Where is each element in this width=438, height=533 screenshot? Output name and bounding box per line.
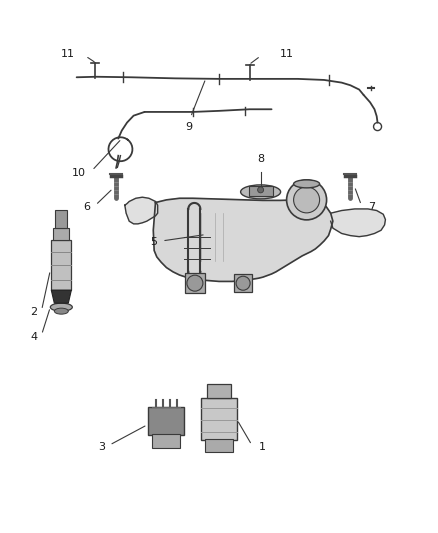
- Bar: [55, 210, 67, 228]
- Text: 3: 3: [98, 442, 105, 451]
- Text: 1: 1: [258, 442, 265, 451]
- Bar: [53, 228, 69, 240]
- Text: 11: 11: [280, 50, 294, 59]
- Circle shape: [258, 187, 264, 193]
- Circle shape: [293, 187, 320, 213]
- Ellipse shape: [50, 303, 72, 311]
- Bar: [205, 439, 233, 452]
- Circle shape: [187, 275, 203, 291]
- Ellipse shape: [54, 308, 68, 314]
- Text: 6: 6: [83, 202, 90, 212]
- Bar: [148, 407, 184, 435]
- Circle shape: [286, 180, 327, 220]
- Text: 11: 11: [60, 50, 74, 59]
- Text: 8: 8: [257, 154, 264, 164]
- Bar: [51, 240, 71, 290]
- Text: 5: 5: [151, 237, 158, 247]
- Polygon shape: [51, 290, 71, 303]
- Polygon shape: [153, 198, 333, 281]
- Bar: [234, 274, 252, 292]
- Bar: [207, 384, 231, 398]
- Polygon shape: [125, 197, 158, 224]
- Bar: [201, 398, 237, 440]
- Polygon shape: [331, 209, 385, 237]
- Ellipse shape: [293, 180, 320, 188]
- Text: 4: 4: [30, 332, 37, 342]
- Bar: [185, 273, 205, 293]
- Text: 7: 7: [368, 202, 375, 212]
- Text: 2: 2: [30, 307, 37, 317]
- Text: 10: 10: [71, 168, 85, 177]
- Bar: [152, 434, 180, 448]
- Text: 9: 9: [185, 122, 192, 132]
- Ellipse shape: [240, 185, 281, 199]
- Circle shape: [236, 276, 250, 290]
- Bar: [249, 186, 272, 196]
